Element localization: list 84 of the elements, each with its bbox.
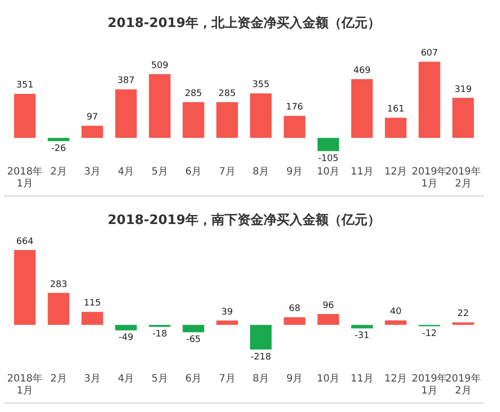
data-label: 285 (218, 89, 236, 100)
x-tick-label: 8月 (252, 166, 270, 178)
x-tick-label: 2月 (50, 166, 67, 178)
bar (82, 312, 104, 325)
data-label: 387 (117, 76, 135, 86)
x-tick-label: 2019年1月 (412, 372, 448, 397)
x-tick-label: 8月 (252, 374, 270, 385)
bar (182, 102, 204, 138)
bar (250, 324, 272, 350)
x-tick-label: 10月 (316, 374, 340, 385)
bar (317, 314, 340, 325)
data-label: -31 (354, 331, 370, 342)
x-tick-label: 11月 (350, 374, 374, 385)
data-label: 22 (457, 309, 469, 320)
data-label: 161 (387, 104, 404, 115)
data-label: 509 (151, 60, 169, 71)
x-tick-label: 6月 (185, 374, 202, 385)
x-tick-label: 4月 (118, 374, 134, 385)
x-tick-label: 2018年1月 (7, 166, 43, 190)
x-tick-label: 2019年1月 (412, 166, 448, 190)
bar (14, 250, 36, 325)
x-tick-label: 9月 (286, 166, 303, 178)
data-label: 39 (221, 307, 234, 318)
bar (115, 324, 137, 330)
data-label: -26 (51, 144, 66, 154)
x-tick-label: 5月 (152, 166, 168, 178)
bar (216, 102, 238, 138)
bar (384, 320, 406, 325)
x-tick-label: 12月 (384, 374, 408, 385)
x-tick-label: 2018年1月 (7, 372, 43, 397)
data-label: 607 (420, 48, 438, 59)
data-label: 176 (286, 102, 304, 113)
x-tick-label: 6月 (185, 166, 202, 178)
x-tick-label: 3月 (84, 166, 100, 178)
bar (182, 324, 204, 332)
data-label: 68 (288, 304, 301, 314)
data-label: -218 (250, 352, 272, 362)
data-label: 283 (50, 280, 68, 290)
chart-title: 2018-2019年，北上资金净买入金额（亿元） (108, 15, 380, 32)
data-label: 96 (322, 300, 334, 311)
bar (284, 116, 306, 138)
x-tick-label: 11月 (350, 166, 374, 178)
data-label: 355 (252, 80, 270, 90)
x-tick-label: 9月 (286, 374, 303, 385)
data-label: -18 (152, 330, 168, 340)
data-label: -49 (118, 333, 134, 344)
data-label: 97 (86, 112, 98, 123)
data-label: -65 (186, 335, 201, 346)
bar (48, 292, 70, 325)
x-tick-label: 2019年2月 (445, 166, 481, 190)
data-label: 469 (353, 66, 371, 76)
data-label: -105 (318, 154, 338, 164)
bar (351, 79, 373, 138)
bar (317, 138, 340, 152)
data-label: -12 (422, 329, 437, 340)
bar (284, 317, 306, 325)
data-label: 40 (390, 307, 402, 318)
x-tick-label: 3月 (84, 374, 100, 385)
bar (14, 94, 36, 138)
x-tick-label: 7月 (218, 374, 236, 385)
bar (148, 74, 171, 138)
x-tick-label: 10月 (316, 166, 340, 178)
bar (452, 98, 474, 138)
x-tick-label: 7月 (218, 166, 236, 178)
bar (115, 89, 137, 138)
data-label: 664 (16, 236, 34, 247)
x-tick-label: 5月 (152, 374, 168, 385)
chart-title: 2018-2019年，南下资金净买入金额（亿元） (108, 212, 380, 228)
bar (48, 138, 70, 142)
x-tick-label: 12月 (384, 166, 408, 178)
x-tick-label: 2月 (50, 374, 67, 385)
data-label: 115 (84, 298, 101, 309)
data-label: 351 (16, 80, 34, 91)
x-tick-label: 4月 (118, 166, 134, 178)
bar (82, 126, 104, 138)
bar (384, 118, 406, 138)
bar (351, 324, 373, 328)
data-label: 319 (454, 84, 472, 95)
bar (418, 62, 440, 138)
data-label: 285 (184, 89, 202, 100)
bar (452, 322, 474, 325)
bar (216, 320, 238, 325)
x-tick-label: 2019年2月 (445, 372, 481, 397)
bar (250, 93, 272, 138)
